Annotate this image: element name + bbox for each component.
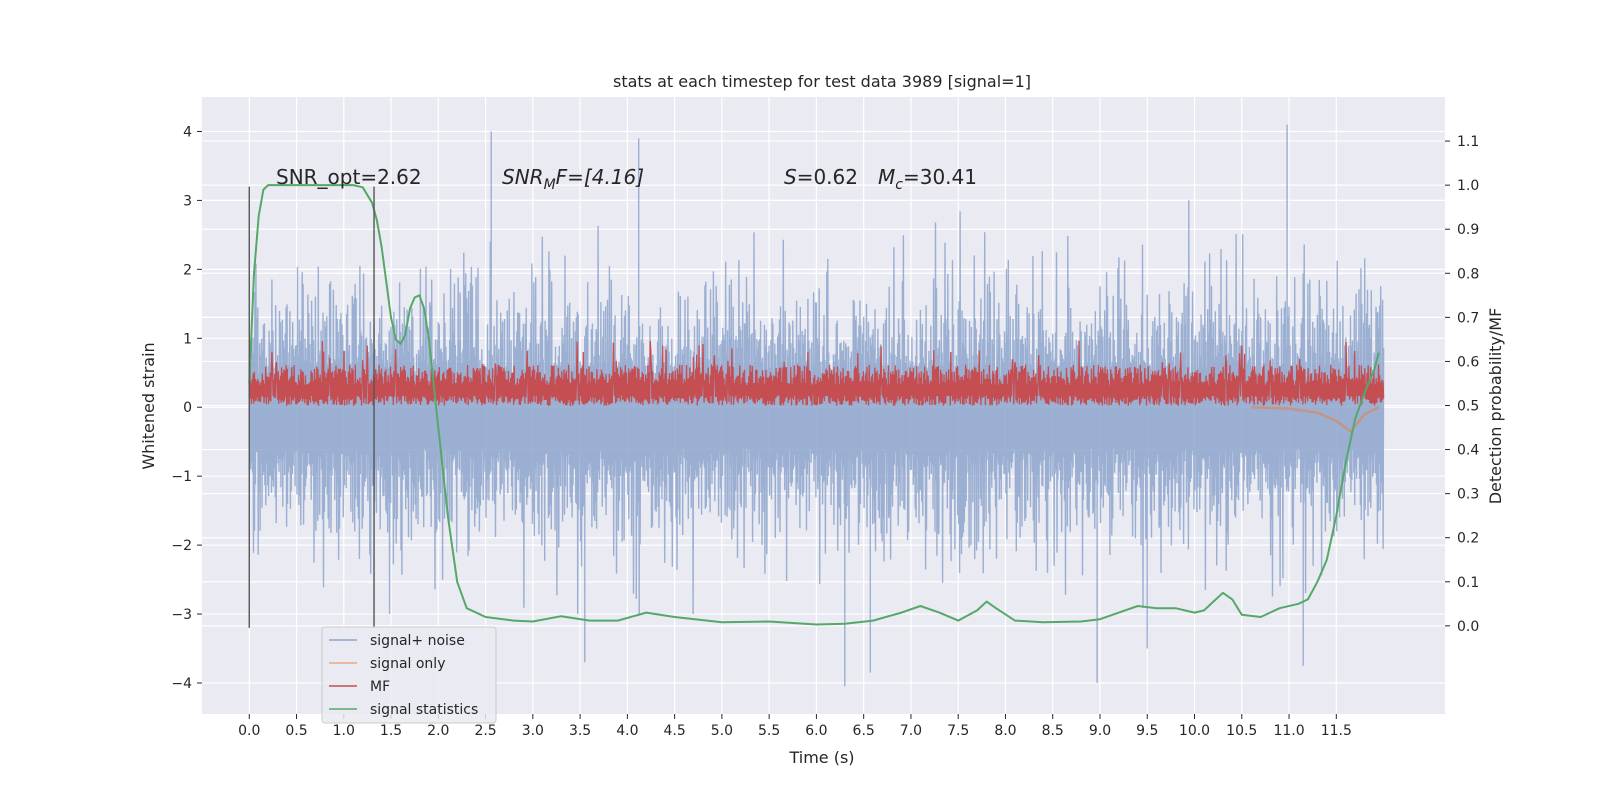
y2-tick-label: 0.2 [1457, 531, 1479, 547]
chart-title: stats at each timestep for test data 398… [613, 72, 1031, 91]
x-tick-label: 2.0 [427, 723, 449, 739]
legend-label-signal-noise: signal+ noise [370, 633, 465, 649]
legend: signal+ noise signal only MF signal stat… [321, 626, 497, 724]
series-mf [248, 340, 1385, 406]
y2-tick-label: 0.6 [1457, 354, 1479, 370]
annotation-snr-mf-sub: M [544, 177, 556, 193]
y-tick-label: 2 [183, 262, 192, 278]
y2-tick-label: 0.4 [1457, 443, 1479, 459]
series-signal-statistics [248, 184, 1380, 626]
x-tick-label: 4.0 [616, 723, 638, 739]
series-signal-noise [248, 124, 1385, 687]
x-tick-label: 1.5 [380, 723, 402, 739]
x-tick-label: 2.5 [474, 723, 496, 739]
y2-tick-label: 1.1 [1457, 134, 1479, 150]
x-tick-label: 10.5 [1226, 723, 1257, 739]
y-tick-label: −2 [171, 538, 192, 554]
y-tick-label: −1 [171, 469, 192, 485]
annotation-s-symbol: S [784, 165, 797, 189]
annotation-mc: Mc=30.41 [878, 165, 977, 193]
x-tick-label: 7.5 [947, 723, 969, 739]
annotation-snr-mf-rest: F=[4.16] [556, 165, 644, 189]
x-tick-label: 10.0 [1179, 723, 1210, 739]
x-tick-label: 8.5 [1042, 723, 1064, 739]
x-tick-label: 4.5 [663, 723, 685, 739]
y-tick-label: 4 [183, 124, 192, 140]
annotation-mc-symbol: M [878, 165, 895, 189]
x-tick-label: 0.5 [285, 723, 307, 739]
annotation-mc-sub: c [895, 177, 903, 193]
x-tick-label: 5.0 [711, 723, 733, 739]
y-tick-label: 0 [183, 400, 192, 416]
x-tick-label: 7.0 [900, 723, 922, 739]
y-tick-label: −3 [171, 607, 192, 623]
y2-tick-label: 0.0 [1457, 619, 1479, 635]
annotation-snr-opt: SNR_opt=2.62 [276, 165, 422, 189]
x-tick-label: 0.0 [238, 723, 260, 739]
y2-tick-label: 0.9 [1457, 222, 1479, 238]
data-layer [248, 124, 1385, 687]
x-tick-label: 6.0 [805, 723, 827, 739]
legend-frame [321, 626, 497, 724]
y2-tick-label: 0.8 [1457, 266, 1479, 282]
y2-tick-label: 0.1 [1457, 575, 1479, 591]
x-tick-label: 1.0 [333, 723, 355, 739]
x-tick-label: 9.5 [1136, 723, 1158, 739]
y2-axis-label: Detection probability/MF [1486, 308, 1505, 505]
y-tick-label: 1 [183, 331, 192, 347]
y-tick-label: 3 [183, 193, 192, 209]
y2-tick-label: 1.0 [1457, 178, 1479, 194]
x-tick-label: 3.0 [522, 723, 544, 739]
annotation-s-value: =0.62 [797, 165, 858, 189]
x-tick-label: 11.5 [1321, 723, 1352, 739]
x-tick-label: 11.0 [1273, 723, 1304, 739]
vertical-markers [248, 186, 375, 628]
x-tick-label: 9.0 [1089, 723, 1111, 739]
annotation-snr-mf: SNRMF=[4.16] [502, 165, 644, 193]
y2-tick-label: 0.7 [1457, 310, 1479, 326]
y2-tick-label: 0.5 [1457, 399, 1479, 415]
y2-tick-label: 0.3 [1457, 487, 1479, 503]
legend-label-signal-only: signal only [370, 656, 445, 672]
legend-label-signal-statistics: signal statistics [370, 702, 478, 718]
x-axis-label: Time (s) [788, 748, 854, 767]
annotation-snr-mf-main: SNR [502, 165, 544, 189]
y-axis-label: Whitened strain [139, 342, 158, 469]
annotation-mc-value: =30.41 [903, 165, 977, 189]
legend-label-mf: MF [370, 679, 390, 695]
x-tick-label: 3.5 [569, 723, 591, 739]
x-tick-label: 6.5 [853, 723, 875, 739]
y-tick-label: −4 [171, 676, 192, 692]
x-tick-label: 8.0 [994, 723, 1016, 739]
series-signal-only [1251, 405, 1380, 434]
axes: 0.0 0.5 1.0 1.5 2.0 2.5 3.0 3.5 4.0 4.5 5.0 5.5 6.0 6… [171, 124, 1479, 739]
annotation-s: S=0.62 [784, 165, 858, 189]
x-tick-label: 5.5 [758, 723, 780, 739]
